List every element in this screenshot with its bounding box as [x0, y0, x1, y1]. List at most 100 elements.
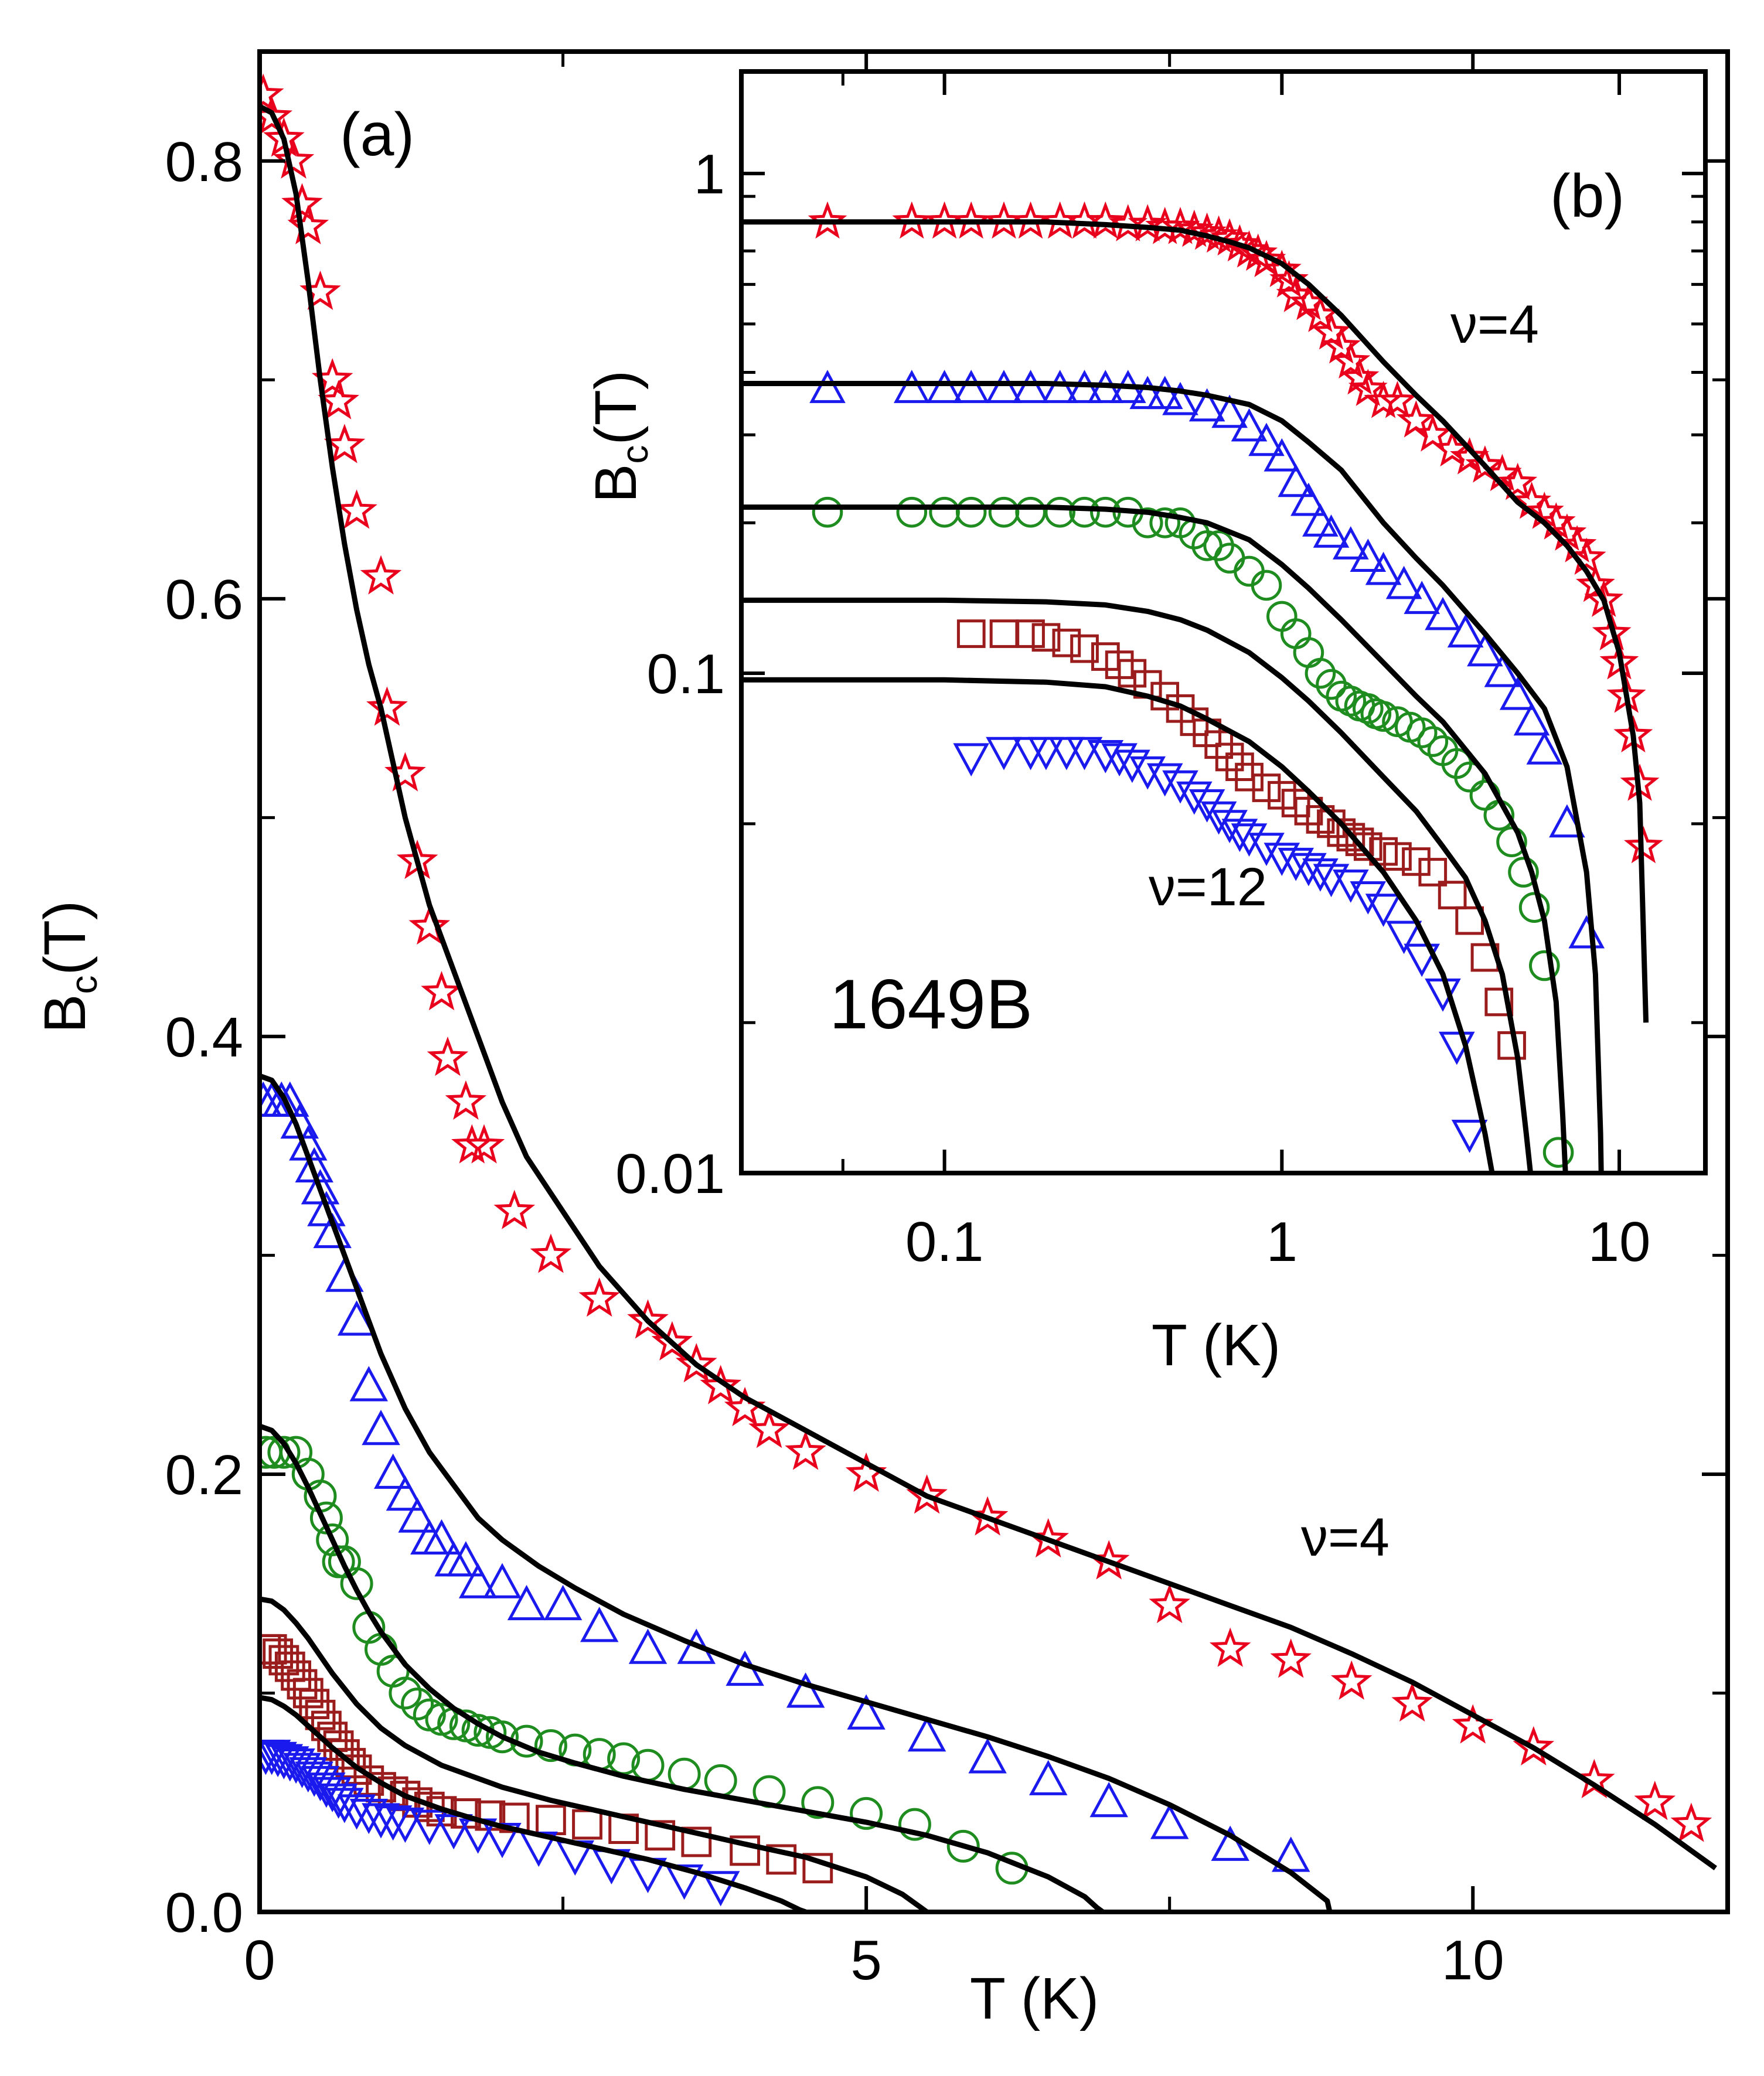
- panel-b-point-nu-10-square: [1031, 623, 1061, 652]
- panel-b-point-nu-4-star: [1498, 462, 1538, 500]
- panel-b-x-tick-label: 0.1: [905, 1211, 983, 1273]
- panel-b-point-nu-6-triangle-up: [1313, 514, 1350, 548]
- panel-a-point-nu-10-square: [323, 1730, 354, 1761]
- panel-a-point-nu-6-triangle-up: [1150, 1804, 1189, 1839]
- panel-b-point-nu-12-triangle-down: [1066, 737, 1103, 771]
- panel-a-point-nu-6-triangle-up: [786, 1672, 825, 1708]
- panel-b-point-nu-6-triangle-up: [986, 370, 1022, 403]
- panel-a-point-nu-4-star: [1391, 1682, 1433, 1722]
- panel-b-point-nu-8-circle: [1518, 892, 1550, 923]
- panel-b-point-nu-12-triangle-down: [1129, 756, 1166, 790]
- panel-a-point-nu-10-square: [645, 1820, 676, 1851]
- panel-b-point-nu-4-star: [1085, 201, 1125, 239]
- panel-b-x-axis-title: T (K): [1152, 1313, 1281, 1378]
- panel-b-point-nu-10-square: [1016, 619, 1045, 648]
- panel-b-point-nu-10-square: [1353, 832, 1382, 861]
- panel-b-point-nu-8-circle: [1529, 950, 1560, 981]
- panel-a-point-nu-4-star: [700, 1365, 741, 1405]
- panel-a-y-tick-label: 0.4: [165, 1006, 243, 1069]
- panel-a-fit-nu-12-line: [260, 1695, 807, 1912]
- panel-b-x-tick-label: 10: [1588, 1211, 1651, 1273]
- panel-b-point-nu-6-triangle-up: [1385, 565, 1422, 599]
- panel-b-y-tick-label: 1: [694, 143, 725, 206]
- panel-a-point-nu-4-star: [360, 555, 402, 595]
- panel-b-point-nu-6-triangle-up: [1404, 581, 1441, 614]
- panel-b-point-nu-8-circle: [1542, 1137, 1574, 1168]
- panel-b-x-tick-label: 1: [1266, 1211, 1298, 1273]
- panel-b-point-nu-12-triangle-down: [1221, 819, 1258, 853]
- panel-b-point-nu-12-triangle-down: [1302, 858, 1339, 892]
- panel-a-fit-nu-10-line: [260, 1596, 929, 1912]
- panel-b-point-nu-4-star: [1187, 212, 1227, 250]
- panel-a-point-nu-6-triangle-up: [507, 1584, 546, 1621]
- panel-b-point-nu-10-square: [1402, 847, 1431, 876]
- panel-a-point-nu-6-triangle-up: [337, 1300, 376, 1336]
- panel-b-y-title-main: B: [583, 463, 649, 503]
- panel-b-point-nu-4-star: [1465, 445, 1505, 483]
- panel-b-point-nu-8-circle: [1406, 717, 1438, 748]
- panel-b-series-nu-10: [956, 619, 1526, 1060]
- panel-a-point-nu-6-triangle-up: [628, 1628, 668, 1664]
- panel-a-series-nu-4: [260, 73, 1712, 1842]
- panel-a-point-nu-4-star: [408, 905, 451, 945]
- panel-a-point-nu-4-star: [493, 1189, 536, 1229]
- panel-b-point-nu-8-circle: [1044, 496, 1075, 528]
- panel-a-series-nu-12: [260, 1740, 740, 1907]
- panel-b-point-nu-6-triangle-up: [893, 370, 930, 403]
- panel-b-point-nu-12-triangle-down: [1101, 743, 1138, 777]
- panel-b-point-nu-12-triangle-down: [1332, 870, 1369, 903]
- panel-a-point-nu-6-triangle-up: [968, 1738, 1007, 1774]
- panel-b-point-nu-12-triangle-down: [1231, 823, 1268, 857]
- panel-b-point-nu-4-star: [1312, 312, 1351, 350]
- panel-a-point-nu-10-square: [287, 1669, 318, 1700]
- panel-b-point-nu-6-triangle-up: [1513, 702, 1550, 736]
- panel-a-point-nu-4-star: [748, 1409, 790, 1448]
- panel-a-point-nu-10-square: [766, 1844, 797, 1875]
- panel-a-point-nu-8-circle: [401, 1688, 434, 1721]
- panel-a-y-title-main: B: [32, 994, 98, 1033]
- panel-a-point-nu-4-star: [366, 686, 408, 726]
- panel-a-point-nu-6-triangle-up: [580, 1607, 619, 1642]
- panel-a-point-nu-4-star: [578, 1277, 620, 1317]
- panel-a-y-tick-label: 0.0: [165, 1881, 243, 1944]
- panel-b-point-nu-4-star: [1262, 250, 1302, 287]
- panel-a-point-nu-4-star: [530, 1233, 572, 1273]
- panel-b-background: [741, 71, 1705, 1173]
- panel-a-point-nu-4-star: [627, 1299, 669, 1339]
- panel-a-point-nu-4-star: [651, 1321, 693, 1361]
- panel-b-point-nu-12-triangle-down: [1087, 740, 1124, 773]
- panel-a-point-nu-4-star: [451, 1124, 493, 1164]
- panel-a-point-nu-6-triangle-up: [373, 1453, 413, 1489]
- panel-b-point-nu-4-star: [1364, 380, 1403, 418]
- panel-b-point-nu-6-triangle-up: [1264, 438, 1300, 472]
- panel-a-point-nu-8-circle: [801, 1786, 835, 1819]
- panel-b-point-nu-6-triangle-up: [1189, 388, 1225, 422]
- panel-a-point-nu-6-triangle-up: [1029, 1760, 1068, 1795]
- panel-a-point-nu-6-triangle-up: [398, 1497, 437, 1533]
- panel-b-point-nu-12-triangle-down: [1189, 789, 1225, 823]
- panel-a-point-nu-6-triangle-up: [543, 1584, 583, 1621]
- panel-b-point-nu-6-triangle-up: [1129, 376, 1166, 410]
- panel-a-point-nu-6-triangle-up: [1089, 1781, 1128, 1818]
- panel-b-point-nu-8-circle: [1496, 826, 1527, 857]
- panel-b-point-nu-10-square: [1336, 823, 1365, 852]
- panel-b-point-nu-6-triangle-up: [1425, 596, 1461, 630]
- panel-b-point-nu-6-triangle-up: [1290, 482, 1327, 516]
- panel-b-y-title-sub: c: [614, 445, 656, 463]
- panel-b-fit-nu-4-line: [741, 219, 1649, 1023]
- panel-b-point-nu-10-square: [1235, 762, 1264, 792]
- panel-a-point-nu-10-square: [329, 1739, 360, 1770]
- panel-b-point-nu-6-triangle-up: [1012, 370, 1049, 403]
- panel-a-point-nu-4-star: [676, 1343, 717, 1383]
- panel-a-point-nu-6-triangle-up: [422, 1519, 461, 1555]
- panel-a-point-nu-12-triangle-down: [434, 1814, 473, 1850]
- panel-b-point-nu-10-square: [1345, 827, 1374, 857]
- panel-a-point-nu-10-square: [292, 1678, 323, 1709]
- panel-b-y-tick-label: 0.1: [647, 643, 725, 705]
- panel-a-series-nu-6: [260, 1081, 1310, 1872]
- panel-b-point-nu-8-circle: [1132, 507, 1163, 538]
- panel-a-point-nu-10-square: [281, 1660, 312, 1691]
- panel-a-point-nu-12-triangle-down: [337, 1794, 376, 1830]
- panel-b-fit-nu-8-line: [741, 504, 1568, 1173]
- panel-b-point-nu-4-star: [808, 201, 847, 239]
